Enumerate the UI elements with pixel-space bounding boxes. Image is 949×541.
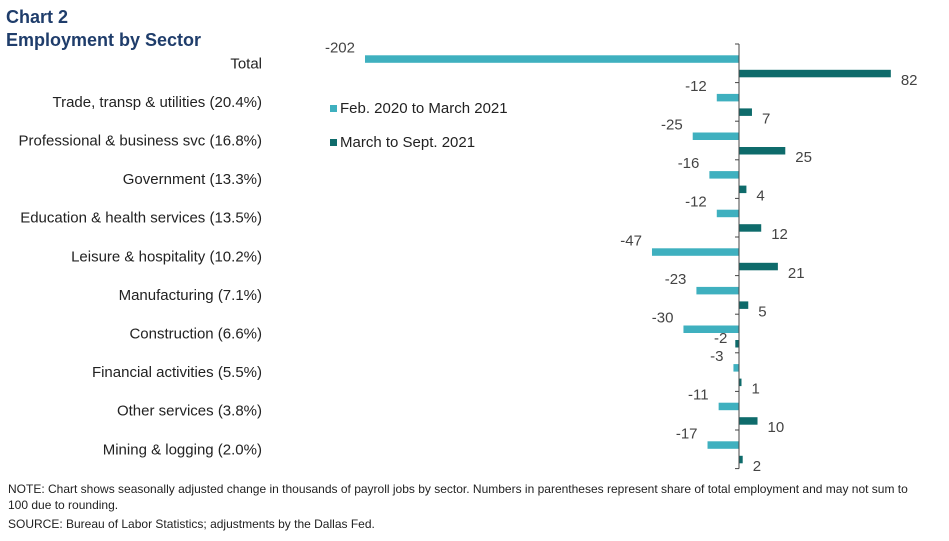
bar-feb2020-mar2021 xyxy=(683,325,739,333)
category-label: Professional & business svc (16.8%) xyxy=(19,133,262,150)
category-label: Government (13.3%) xyxy=(123,171,262,188)
legend-label: Feb. 2020 to March 2021 xyxy=(340,100,508,117)
chart-title-line2: Employment by Sector xyxy=(6,30,202,50)
legend-swatch xyxy=(330,139,337,146)
chart-note: NOTE: Chart shows seasonally adjusted ch… xyxy=(8,482,908,512)
value-label: 5 xyxy=(758,303,766,320)
chart-title-line1: Chart 2 xyxy=(6,7,69,27)
bar-mar-sep2021 xyxy=(739,262,778,271)
bar-mar-sep2021 xyxy=(739,455,743,464)
category-label: Mining & logging (2.0%) xyxy=(103,441,262,458)
value-label: -17 xyxy=(676,425,698,442)
value-label: -23 xyxy=(665,271,687,288)
bar-mar-sep2021 xyxy=(739,224,762,232)
category-label: Construction (6.6%) xyxy=(129,326,262,343)
bar-feb2020-mar2021 xyxy=(651,248,739,256)
category-label: Trade, transp & utilities (20.4%) xyxy=(52,94,262,111)
bar-mar-sep2021 xyxy=(739,185,747,194)
bar-feb2020-mar2021 xyxy=(696,286,739,295)
bar-feb2020-mar2021 xyxy=(709,171,739,179)
value-label: 12 xyxy=(771,226,788,243)
value-label: -25 xyxy=(661,116,683,133)
value-label: -3 xyxy=(710,348,723,365)
value-label: -30 xyxy=(652,309,674,326)
bar-feb2020-mar2021 xyxy=(733,364,739,372)
value-label: 25 xyxy=(795,149,812,166)
value-label: 82 xyxy=(901,72,918,89)
value-label: -12 xyxy=(685,194,707,211)
value-label: -47 xyxy=(620,232,642,249)
category-label: Leisure & hospitality (10.2%) xyxy=(71,248,262,265)
value-label: -12 xyxy=(685,78,707,95)
bar-feb2020-mar2021 xyxy=(707,441,739,449)
bar-feb2020-mar2021 xyxy=(692,132,739,140)
category-label: Total xyxy=(230,55,262,72)
value-label: -11 xyxy=(688,387,709,404)
value-label: 2 xyxy=(753,458,761,475)
bar-mar-sep2021 xyxy=(739,301,749,309)
value-label: 10 xyxy=(768,419,785,436)
value-label: -2 xyxy=(714,330,727,347)
bar-chart: Total -202 82 Trade, transp & utilities (20… xyxy=(19,39,918,475)
chart-source: SOURCE: Bureau of Labor Statistics; adju… xyxy=(8,517,375,531)
bar-mar-sep2021 xyxy=(735,340,739,348)
legend-label: March to Sept. 2021 xyxy=(340,134,475,151)
bar-mar-sep2021 xyxy=(739,69,891,78)
bar-feb2020-mar2021 xyxy=(716,93,739,102)
value-label: 1 xyxy=(752,381,760,398)
bar-feb2020-mar2021 xyxy=(716,209,739,218)
category-label: Other services (3.8%) xyxy=(117,403,262,420)
bar-mar-sep2021 xyxy=(739,417,758,425)
bar-mar-sep2021 xyxy=(739,378,742,387)
bar-feb2020-mar2021 xyxy=(364,55,739,63)
category-label: Manufacturing (7.1%) xyxy=(119,287,262,304)
bar-mar-sep2021 xyxy=(739,108,752,116)
bar-feb2020-mar2021 xyxy=(718,402,739,411)
value-label: -202 xyxy=(325,39,355,56)
value-label: -16 xyxy=(678,155,700,172)
legend-swatch xyxy=(330,105,337,112)
value-label: 4 xyxy=(756,188,764,205)
category-label: Financial activities (5.5%) xyxy=(92,364,262,381)
value-label: 7 xyxy=(762,110,770,127)
category-label: Education & health services (13.5%) xyxy=(20,210,262,227)
bar-mar-sep2021 xyxy=(739,147,786,155)
value-label: 21 xyxy=(788,265,805,282)
